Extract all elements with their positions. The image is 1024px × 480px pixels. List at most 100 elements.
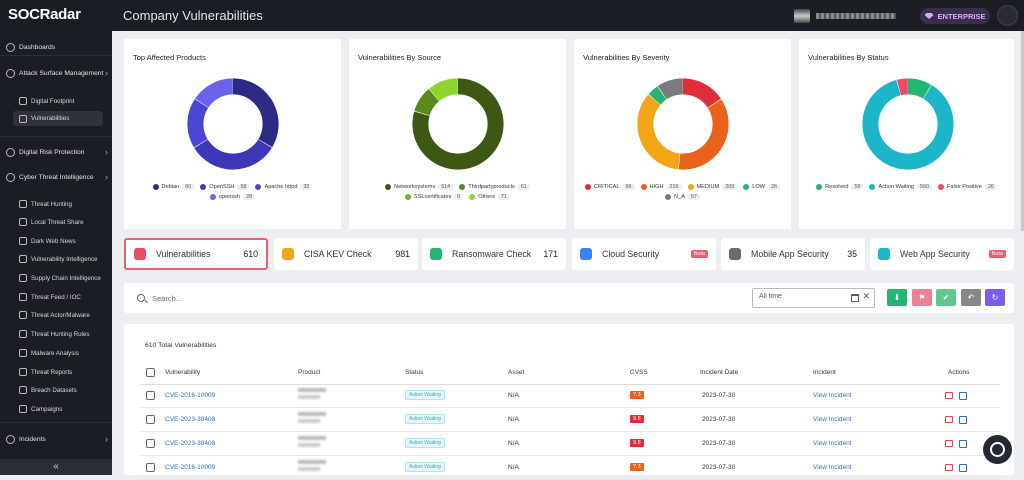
- sidebar-item-threat-hunting[interactable]: Threat Hunting: [0, 197, 112, 211]
- legend-item[interactable]: LOW 26: [743, 184, 780, 190]
- table-row[interactable]: CVE-2023-38408 Action Waiting N/A 9.8 2023-0…: [140, 409, 1000, 432]
- legend-item[interactable]: Others 71: [469, 194, 511, 200]
- cve-link[interactable]: CVE-2023-38408: [165, 416, 216, 423]
- calendar-icon[interactable]: [851, 294, 859, 302]
- flag-action-icon[interactable]: [945, 440, 953, 447]
- donut-source[interactable]: [411, 77, 505, 171]
- legend-item[interactable]: HIGH 216: [640, 184, 682, 190]
- sidebar-item-threat-hunting-rules[interactable]: Threat Hunting Rules: [0, 327, 112, 341]
- tab-vulnerabilities[interactable]: Vulnerabilities 610: [124, 238, 268, 270]
- page-scrollbar[interactable]: [1021, 31, 1024, 231]
- view-incident-link[interactable]: View Incident: [813, 416, 852, 423]
- date-range-input[interactable]: [759, 293, 839, 300]
- donut-slice-high[interactable]: [637, 78, 729, 170]
- status-badge[interactable]: Action Waiting: [405, 390, 445, 400]
- donut-products[interactable]: [186, 77, 280, 171]
- donut-slice-debian[interactable]: [187, 78, 279, 170]
- sidebar-item-threat-reports[interactable]: Threat Reports: [0, 365, 112, 379]
- download-button[interactable]: ⬇: [887, 289, 907, 306]
- legend-item[interactable]: Apache httpd 32: [255, 184, 313, 190]
- sidebar-item-dark-web-news[interactable]: Dark Web News: [0, 234, 112, 248]
- donut-slice-action-waiting[interactable]: [862, 78, 954, 170]
- legend-item[interactable]: OpenSSH 58: [200, 184, 250, 190]
- status-badge[interactable]: Action Waiting: [405, 414, 445, 424]
- donut-slice-critical[interactable]: [637, 78, 729, 170]
- donut-slice-medium[interactable]: [637, 78, 729, 170]
- search-input[interactable]: [152, 291, 552, 305]
- flag-action-icon[interactable]: [945, 416, 953, 423]
- sidebar-item-digital-footprint[interactable]: Digital Footprint: [0, 94, 112, 108]
- row-checkbox[interactable]: [146, 439, 155, 448]
- donut-severity[interactable]: [636, 77, 730, 171]
- sidebar-item-malware-analysis[interactable]: Malware Analysis: [0, 346, 112, 360]
- flag-action-icon[interactable]: [945, 392, 953, 399]
- sidebar-item-local-threat-share[interactable]: Local Threat Share: [0, 215, 112, 229]
- clear-date-icon[interactable]: ✕: [862, 291, 870, 301]
- collapse-sidebar-button[interactable]: «: [0, 459, 112, 475]
- donut-slice-resolved[interactable]: [862, 78, 954, 170]
- sidebar-item-incidents[interactable]: Incidents ›: [0, 432, 112, 446]
- checkbox-action-icon[interactable]: [959, 392, 967, 400]
- checkbox-action-icon[interactable]: [959, 440, 967, 448]
- status-badge[interactable]: Action Waiting: [405, 438, 445, 448]
- sidebar-item-vulnerabilities[interactable]: Vulnerabilities: [13, 111, 103, 126]
- sidebar-item-breach-datasets[interactable]: Breach Datasets: [0, 383, 112, 397]
- flag-action-icon[interactable]: [945, 464, 953, 471]
- sidebar-item-campaigns[interactable]: Campaigns: [0, 402, 112, 416]
- sidebar-item-digital-risk-protection[interactable]: Digital Risk Protection ›: [0, 145, 112, 159]
- legend-item[interactable]: SSLcertificates 0: [404, 194, 464, 200]
- select-all-checkbox[interactable]: [146, 368, 155, 377]
- undo-button[interactable]: ↶: [961, 289, 981, 306]
- legend-item[interactable]: Thirdpartyproducts 61: [459, 184, 530, 190]
- refresh-button[interactable]: ↻: [985, 289, 1005, 306]
- sidebar-item-supply-chain-intelligence[interactable]: Supply Chain Intelligence: [0, 271, 112, 285]
- donut-slice-openssh[interactable]: [187, 78, 279, 170]
- account-selector[interactable]: [794, 6, 914, 25]
- legend-item[interactable]: MEDIUM 209: [687, 184, 738, 190]
- sidebar-item-dashboards[interactable]: Dashboards: [0, 40, 112, 54]
- tab-mobile-app-security[interactable]: Mobile App Security 35: [721, 238, 865, 270]
- header-vulnerability[interactable]: Vulnerability: [165, 369, 201, 376]
- donut-status[interactable]: [861, 77, 955, 171]
- legend-item[interactable]: N_A 57: [665, 194, 700, 200]
- table-row[interactable]: CVE-2023-38408 Action Waiting N/A 9.8 2023-0…: [140, 433, 1000, 456]
- row-checkbox[interactable]: [146, 463, 155, 472]
- user-menu-icon[interactable]: [997, 5, 1018, 26]
- enterprise-badge[interactable]: ENTERPRISE: [920, 8, 990, 24]
- cve-link[interactable]: CVE-2023-38408: [165, 440, 216, 447]
- legend-item[interactable]: Debian 60: [152, 184, 195, 190]
- legend-item[interactable]: Networksystems 514: [385, 184, 454, 190]
- row-checkbox[interactable]: [146, 415, 155, 424]
- header-incident-date[interactable]: Incident Date: [700, 369, 739, 376]
- header-status[interactable]: Status: [405, 369, 424, 376]
- header-cvss[interactable]: CVSS: [630, 369, 648, 376]
- tab-ransomware-check[interactable]: Ransomware Check 171: [422, 238, 566, 270]
- legend-item[interactable]: False Positive 26: [938, 184, 997, 190]
- legend-item[interactable]: CRITICAL 96: [585, 184, 635, 190]
- checkbox-action-icon[interactable]: [959, 464, 967, 472]
- tab-cisa-kev-check[interactable]: CISA KEV Check 981: [274, 238, 418, 270]
- date-range-picker[interactable]: ✕: [752, 288, 875, 308]
- legend-item[interactable]: openssh 28: [209, 194, 256, 200]
- view-incident-link[interactable]: View Incident: [813, 392, 852, 399]
- table-row[interactable]: CVE-2016-10009 Action Waiting N/A 7.3 2023-0…: [140, 385, 1000, 408]
- row-checkbox[interactable]: [146, 391, 155, 400]
- sidebar-item-threat-feed-ioc[interactable]: Threat Feed / IOC: [0, 290, 112, 304]
- donut-slice-networksystems[interactable]: [412, 78, 504, 170]
- help-button[interactable]: [983, 435, 1012, 464]
- tab-cloud-security[interactable]: Cloud Security Beta: [572, 238, 716, 270]
- flag-button[interactable]: ⚑: [912, 289, 932, 306]
- cve-link[interactable]: CVE-2016-10009: [165, 464, 216, 471]
- header-incident[interactable]: Incident: [813, 369, 836, 376]
- sidebar-item-attack-surface-management[interactable]: Attack Surface Management ›: [0, 66, 112, 80]
- header-asset[interactable]: Asset: [508, 369, 525, 376]
- header-product[interactable]: Product: [298, 369, 321, 376]
- view-incident-link[interactable]: View Incident: [813, 440, 852, 447]
- sidebar-item-threat-actor-malware[interactable]: Threat Actor/Malware: [0, 308, 112, 322]
- legend-item[interactable]: Resolved 56: [816, 184, 864, 190]
- tab-web-app-security[interactable]: Web App Security Beta: [870, 238, 1014, 270]
- resolve-button[interactable]: ✔: [936, 289, 956, 306]
- socradar-logo[interactable]: SOCRadar: [8, 6, 81, 23]
- table-row[interactable]: CVE-2016-10009 Action Waiting N/A 7.3 2023-0…: [140, 457, 1000, 480]
- donut-slice-apache-httpd[interactable]: [187, 78, 279, 170]
